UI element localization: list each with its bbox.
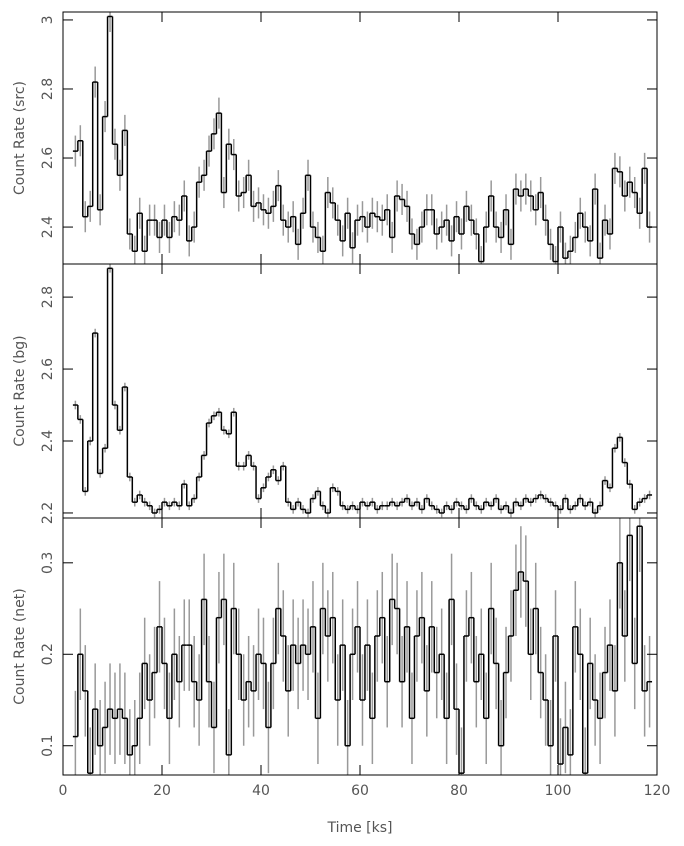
y-tick-label: 2.4	[40, 216, 56, 238]
y-tick-label: 2.8	[40, 78, 56, 100]
x-tick-label: 20	[153, 783, 171, 799]
y-tick-label: 0.1	[40, 735, 56, 757]
y-tick-label: 2.2	[40, 502, 56, 524]
y-tick-label: 2.4	[40, 430, 56, 452]
y-tick-label: 0.3	[40, 552, 56, 574]
x-tick-label: 0	[59, 783, 68, 799]
x-tick-label: 60	[351, 783, 369, 799]
x-tick-label: 80	[450, 783, 468, 799]
y-tick-label: 2.8	[40, 286, 56, 308]
y-tick-label: 2.6	[40, 358, 56, 380]
y-tick-label: 0.2	[40, 643, 56, 665]
panel-frame	[62, 263, 658, 519]
y-axis-label: Count Rate (src)	[12, 81, 28, 195]
y-axis-label: Count Rate (net)	[12, 588, 28, 704]
panel-frame	[62, 11, 658, 265]
y-tick-label: 2.6	[40, 147, 56, 169]
x-axis-label: Time [ks]	[326, 820, 392, 836]
x-tick-label: 40	[252, 783, 270, 799]
y-axis-label: Count Rate (bg)	[12, 335, 28, 446]
y-tick-label: 3	[40, 15, 56, 24]
x-tick-label: 100	[545, 783, 572, 799]
x-tick-label: 120	[644, 783, 671, 799]
